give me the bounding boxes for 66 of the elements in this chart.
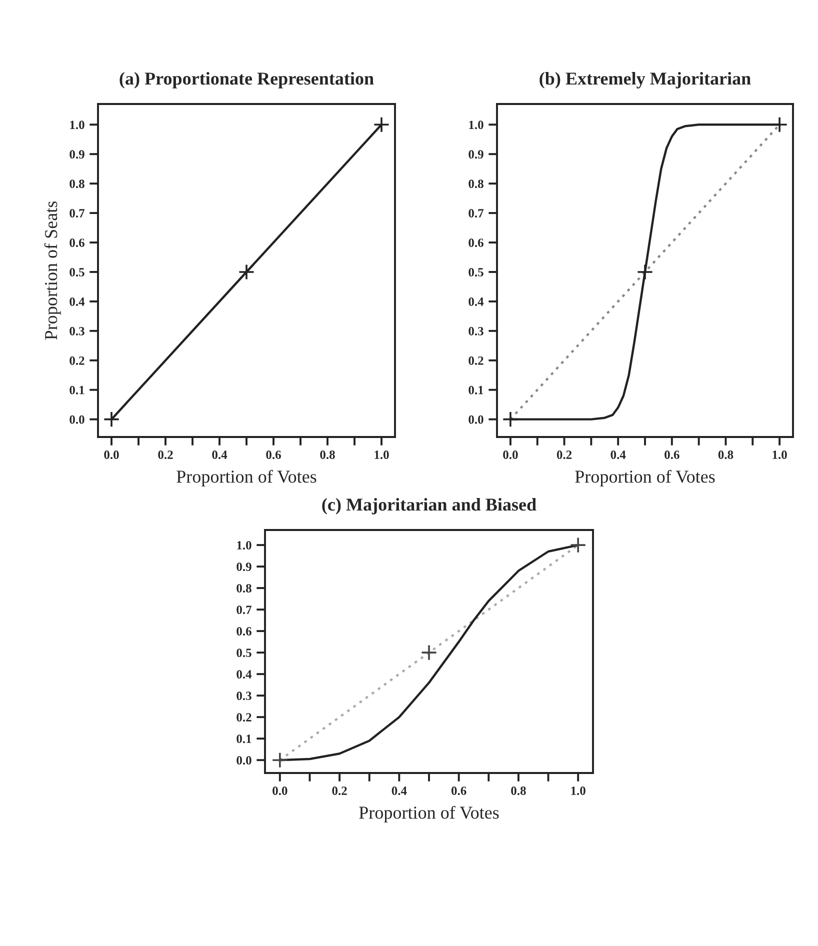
x-tick-label: 0.8 xyxy=(320,450,335,460)
y-tick-label: 0.2 xyxy=(70,356,84,365)
y-tick-label: 0.9 xyxy=(468,150,484,159)
chart-title: (c) Majoritarian and Biased xyxy=(322,498,536,514)
x-tick-label: 0.6 xyxy=(664,450,680,460)
point xyxy=(420,644,438,661)
y-tick-label: 0.4 xyxy=(70,297,85,306)
y-tick-label: 0.7 xyxy=(236,606,252,614)
x-tick-label: 0.0 xyxy=(104,450,119,460)
chart-title: (b) Extremely Majoritarian xyxy=(540,72,751,88)
x-tick-label: 0.0 xyxy=(503,450,518,460)
y-tick-label: 0.0 xyxy=(70,415,84,424)
point xyxy=(636,264,654,280)
point xyxy=(103,411,120,428)
y-tick-label: 0.6 xyxy=(70,238,84,248)
y-tick-label: 0.6 xyxy=(236,627,252,636)
y-tick-label: 0.0 xyxy=(468,415,484,424)
y-tick-label: 0.8 xyxy=(70,180,84,188)
x-tick-label: 0.4 xyxy=(392,786,407,796)
y-tick-label: 0.4 xyxy=(468,297,484,306)
x-tick-label: 1.0 xyxy=(571,786,586,796)
y-tick-label: 0.8 xyxy=(468,180,484,188)
point xyxy=(373,116,390,133)
x-tick-label: 0.6 xyxy=(451,786,466,796)
y-tick-label: 0.2 xyxy=(236,713,252,722)
y-tick-label: 0.8 xyxy=(236,584,252,593)
x-tick-label: 0.8 xyxy=(718,450,734,460)
y-tick-label: 0.1 xyxy=(70,386,84,394)
y-tick-label: 0.1 xyxy=(236,734,252,744)
point xyxy=(570,536,586,554)
y-tick-label: 0.5 xyxy=(70,268,84,276)
y-tick-label: 1.0 xyxy=(237,541,252,550)
chart-title: (a) Proportionate Representation xyxy=(120,72,374,88)
y-tick-label: 0.7 xyxy=(468,209,484,218)
y-tick-label: 0.3 xyxy=(468,326,484,336)
x-tick-label: 0.6 xyxy=(266,450,281,460)
y-tick-label: 0.7 xyxy=(70,209,84,218)
x-tick-label: 0.2 xyxy=(556,450,572,460)
point xyxy=(502,411,519,428)
x-tick-label: 0.0 xyxy=(272,786,288,796)
x-tick-label: 0.4 xyxy=(610,450,626,460)
x-tick-label: 1.0 xyxy=(374,450,389,460)
y-tick-label: 0.9 xyxy=(236,562,252,572)
x-tick-label: 0.4 xyxy=(212,450,228,460)
x-tick-label: 0.8 xyxy=(511,786,526,796)
y-tick-label: 0.6 xyxy=(468,238,484,248)
x-axis-title: Proportion of Votes xyxy=(359,806,499,822)
y-tick-label: 0.5 xyxy=(468,268,484,276)
y-tick-label: 0.9 xyxy=(70,150,84,159)
y-tick-label: 0.3 xyxy=(70,326,84,336)
y-tick-label: 1.0 xyxy=(70,120,84,130)
y-tick-label: 0.0 xyxy=(236,756,252,765)
y-tick-label: 0.3 xyxy=(236,692,252,700)
y-tick-label: 0.5 xyxy=(236,648,252,658)
y-axis-title: Proportion of Seats xyxy=(44,201,61,340)
point xyxy=(238,264,255,280)
y-tick-label: 1.0 xyxy=(469,120,484,130)
x-axis-title: Proportion of Votes xyxy=(575,470,715,486)
x-tick-label: 1.0 xyxy=(772,450,787,460)
x-axis-title: Proportion of Votes xyxy=(176,470,316,486)
y-tick-label: 0.2 xyxy=(468,356,484,365)
y-tick-label: 0.1 xyxy=(468,386,484,394)
y-tick-label: 0.4 xyxy=(236,670,252,679)
x-tick-label: 0.2 xyxy=(158,450,173,460)
point xyxy=(272,752,288,768)
x-tick-label: 0.2 xyxy=(332,786,347,796)
